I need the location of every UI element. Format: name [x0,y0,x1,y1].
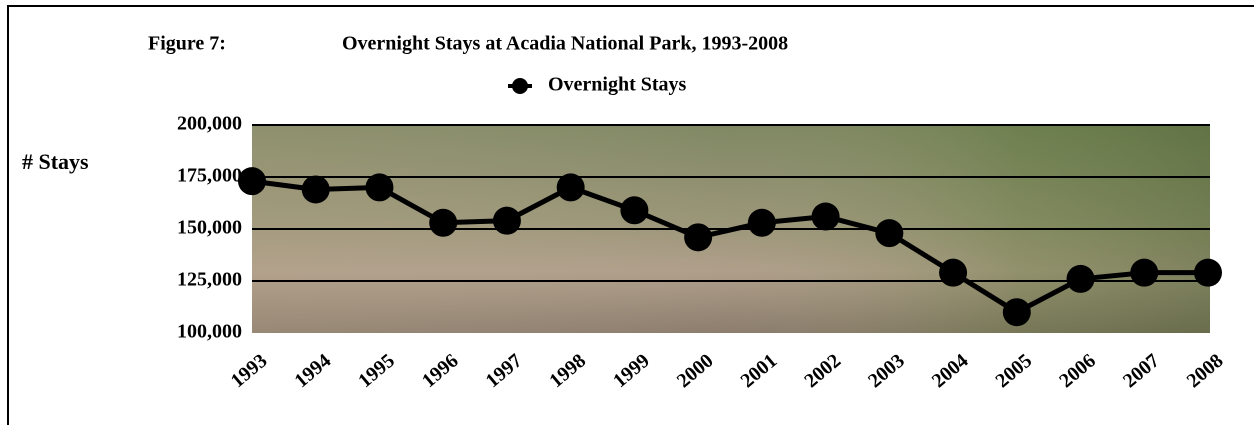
y-tick-label: 200,000 [177,113,242,135]
data-point [1002,298,1031,327]
chart-title: Overnight Stays at Acadia National Park,… [342,33,788,55]
x-tick-label: 1995 [354,350,399,393]
x-tick-label: 2004 [928,350,973,393]
data-point [556,173,585,202]
x-tick-label: 2008 [1183,350,1228,393]
y-axis-label: # Stays [22,149,89,174]
data-point [1194,258,1222,287]
data-point [1066,264,1095,293]
frame [7,5,1254,425]
legend-marker [512,78,528,94]
x-tick-label: 2002 [800,350,845,393]
legend-label: Overnight Stays [548,74,687,96]
data-point [1130,258,1159,287]
data-point [939,258,968,287]
data-point [747,208,776,237]
y-tick-label: 150,000 [177,217,242,239]
y-tick-label: 175,000 [177,165,242,187]
data-point [301,175,330,204]
data-point [238,167,266,196]
x-tick-label: 2000 [673,350,718,393]
x-tick-label: 2006 [1055,350,1100,393]
data-point [875,219,904,248]
data-point [811,202,840,231]
figure-label: Figure 7: [148,33,226,55]
data-point [365,173,394,202]
x-tick-label: 1993 [227,350,272,393]
x-tick-label: 1998 [545,350,590,393]
x-tick-label: 2005 [992,350,1037,393]
data-point [429,208,458,237]
x-tick-label: 1994 [290,350,335,393]
data-point [492,206,521,235]
x-tick-label: 1999 [609,350,654,393]
x-tick-label: 2003 [864,350,909,393]
series-line [251,178,1208,316]
data-point [684,223,713,252]
x-tick-label: 1996 [418,350,463,393]
data-point [620,196,649,225]
x-tick-label: 2007 [1119,350,1164,393]
y-tick-label: 100,000 [177,321,242,343]
x-tick-label: 1997 [482,350,527,393]
x-tick-label: 2001 [737,350,782,393]
y-tick-label: 125,000 [177,269,242,291]
